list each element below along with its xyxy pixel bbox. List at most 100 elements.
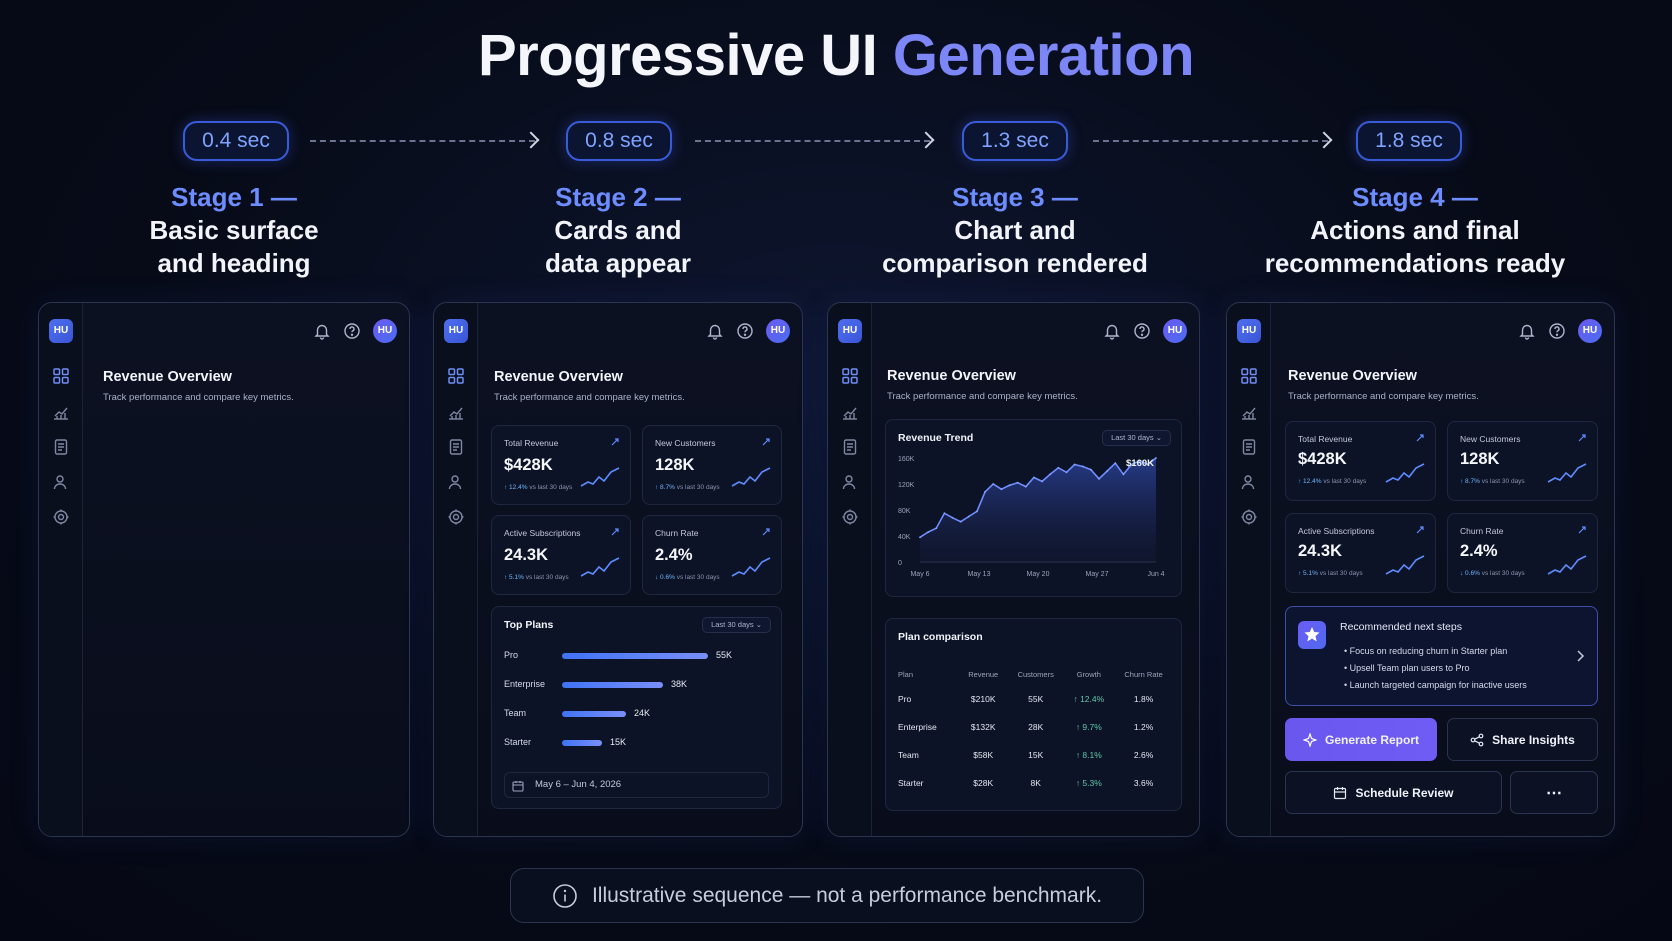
recommendations-title: Recommended next steps: [1340, 621, 1462, 633]
metric-label: Total Revenue: [504, 438, 559, 448]
bell-icon[interactable]: [706, 322, 724, 340]
table-row[interactable]: Team $58K 15K ↑ 8.1% 2.6%: [898, 741, 1174, 769]
metric-card-churn-rate[interactable]: Churn Rate 2.4% ↓ 0.6% vs last 30 days: [1447, 513, 1598, 593]
expand-icon: [1415, 525, 1425, 535]
analytics-icon[interactable]: [447, 403, 465, 421]
top-bar: HU: [1103, 319, 1187, 343]
users-icon[interactable]: [447, 473, 465, 491]
reports-icon[interactable]: [52, 438, 70, 456]
chevron-right-icon[interactable]: [1575, 649, 1585, 663]
stage-3-heading: Stage 3 — Chart and comparison rendered: [825, 180, 1205, 280]
analytics-icon[interactable]: [52, 403, 70, 421]
app-logo[interactable]: HU: [49, 319, 73, 343]
settings-icon[interactable]: [52, 508, 70, 526]
metric-card-active-subscriptions[interactable]: Active Subscriptions 24.3K ↑ 5.1% vs las…: [491, 515, 631, 595]
settings-icon[interactable]: [447, 508, 465, 526]
avatar[interactable]: HU: [1163, 319, 1187, 343]
trend-point: [1073, 463, 1076, 466]
recommendations-list: Focus on reducing churn in Starter plan …: [1344, 643, 1527, 694]
analytics-icon[interactable]: [841, 403, 859, 421]
trend-area: [920, 458, 1156, 562]
generate-report-button[interactable]: Generate Report: [1285, 718, 1437, 761]
metric-card-new-customers[interactable]: New Customers 128K ↑ 8.7% vs last 30 day…: [1447, 421, 1598, 501]
bell-icon[interactable]: [1518, 322, 1536, 340]
users-icon[interactable]: [841, 473, 859, 491]
bell-icon[interactable]: [1103, 322, 1121, 340]
help-icon[interactable]: [1548, 322, 1566, 340]
table-cell: 55K: [1028, 694, 1044, 704]
recommendations-panel[interactable]: Recommended next steps Focus on reducing…: [1285, 606, 1598, 706]
reports-icon[interactable]: [841, 438, 859, 456]
schedule-review-button[interactable]: Schedule Review: [1285, 771, 1502, 814]
metric-card-total-revenue[interactable]: Total Revenue $428K ↑ 12.4% vs last 30 d…: [491, 425, 631, 505]
stage-3-desc: Chart and comparison rendered: [882, 215, 1148, 278]
arrow-3: [1093, 140, 1328, 142]
dashboard-icon[interactable]: [841, 367, 859, 385]
trend-point: [992, 483, 995, 485]
page-title: Revenue Overview: [103, 369, 232, 385]
bell-icon[interactable]: [313, 322, 331, 340]
settings-icon[interactable]: [841, 508, 859, 526]
metric-card-total-revenue[interactable]: Total Revenue $428K ↑ 12.4% vs last 30 d…: [1285, 421, 1436, 501]
date-range-dropdown[interactable]: Last 30 days ⌄: [1102, 430, 1171, 446]
stage-4-heading: Stage 4 — Actions and final recommendati…: [1225, 180, 1605, 280]
users-icon[interactable]: [52, 473, 70, 491]
table-row[interactable]: Pro $210K 55K ↑ 12.4% 1.8%: [898, 685, 1174, 713]
stage-4-card: HU HU Revenue Overview Track performance…: [1226, 302, 1615, 837]
app-logo[interactable]: HU: [1237, 319, 1261, 343]
dashboard-icon[interactable]: [52, 367, 70, 385]
metric-label: New Customers: [655, 438, 716, 448]
metric-change: ↑ 8.7% vs last 30 days: [655, 484, 720, 491]
expand-icon: [610, 437, 620, 447]
expand-icon: [1577, 525, 1587, 535]
x-tick-label: Jun 4: [1147, 571, 1164, 578]
metric-card-churn-rate[interactable]: Churn Rate 2.4% ↓ 0.6% vs last 30 days: [642, 515, 782, 595]
reports-icon[interactable]: [1240, 438, 1258, 456]
table-row[interactable]: Enterprise $132K 28K ↑ 9.7% 1.2%: [898, 713, 1174, 741]
help-icon[interactable]: [1133, 322, 1151, 340]
stage-1-desc: Basic surface and heading: [149, 215, 319, 278]
metric-label: New Customers: [1460, 434, 1521, 444]
app-logo[interactable]: HU: [444, 319, 468, 343]
users-icon[interactable]: [1240, 473, 1258, 491]
table-cell: 1.8%: [1133, 694, 1154, 704]
trend-point: [1155, 457, 1157, 459]
avatar[interactable]: HU: [766, 319, 790, 343]
date-range-field[interactable]: May 6 – Jun 4, 2026: [504, 772, 769, 798]
metric-label: Churn Rate: [1460, 526, 1504, 536]
reports-icon[interactable]: [447, 438, 465, 456]
dashboard-icon[interactable]: [447, 367, 465, 385]
top-bar: HU: [313, 319, 397, 343]
table-cell: Enterprise: [898, 722, 937, 732]
trend-point: [951, 516, 954, 519]
table-cell: Team: [898, 750, 919, 760]
table-row[interactable]: Starter $28K 8K ↑ 5.3% 3.6%: [898, 769, 1174, 797]
help-icon[interactable]: [343, 322, 361, 340]
share-insights-button[interactable]: Share Insights: [1447, 718, 1598, 761]
analytics-icon[interactable]: [1240, 403, 1258, 421]
metric-card-active-subscriptions[interactable]: Active Subscriptions 24.3K ↑ 5.1% vs las…: [1285, 513, 1436, 593]
metric-card-new-customers[interactable]: New Customers 128K ↑ 8.7% vs last 30 day…: [642, 425, 782, 505]
avatar[interactable]: HU: [1578, 319, 1602, 343]
plan-bar-row: Enterprise 38K: [504, 678, 769, 692]
more-icon: ⋯: [1546, 784, 1562, 802]
table-header[interactable]: Churn Rate: [1124, 669, 1163, 679]
sidebar: HU: [39, 303, 83, 836]
table-header[interactable]: Revenue: [968, 669, 999, 679]
help-icon[interactable]: [736, 322, 754, 340]
y-tick-label: 120K: [898, 482, 915, 489]
app-logo[interactable]: HU: [838, 319, 862, 343]
table-header[interactable]: Plan: [898, 669, 914, 679]
stage-3-card: HU HU Revenue Overview Track performance…: [827, 302, 1200, 837]
table-header[interactable]: Growth: [1076, 669, 1101, 679]
table-header[interactable]: Customers: [1017, 669, 1054, 679]
dashboard-icon[interactable]: [1240, 367, 1258, 385]
panel-title: Plan comparison: [898, 631, 983, 643]
expand-icon: [1415, 433, 1425, 443]
more-options-button[interactable]: ⋯: [1510, 771, 1598, 814]
date-range-dropdown[interactable]: Last 30 days ⌄: [702, 617, 771, 633]
trend-point: [1033, 476, 1035, 479]
avatar[interactable]: HU: [373, 319, 397, 343]
settings-icon[interactable]: [1240, 508, 1258, 526]
page-title: Revenue Overview: [1288, 368, 1417, 384]
